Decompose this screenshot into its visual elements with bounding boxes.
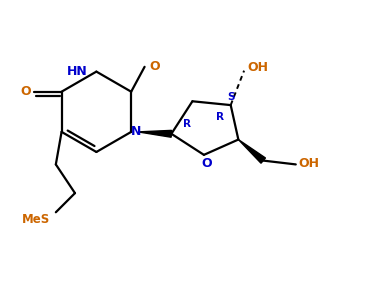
Text: OH: OH	[247, 61, 268, 74]
Text: N: N	[131, 125, 142, 138]
Text: OH: OH	[299, 157, 320, 170]
Text: S: S	[227, 92, 234, 102]
Text: R: R	[216, 112, 224, 122]
Polygon shape	[238, 140, 265, 163]
Text: HN: HN	[67, 65, 88, 78]
Text: O: O	[150, 60, 160, 73]
Text: R: R	[184, 119, 192, 129]
Text: O: O	[20, 85, 31, 98]
Text: O: O	[201, 157, 212, 170]
Text: MeS: MeS	[22, 214, 50, 226]
Polygon shape	[138, 130, 172, 137]
